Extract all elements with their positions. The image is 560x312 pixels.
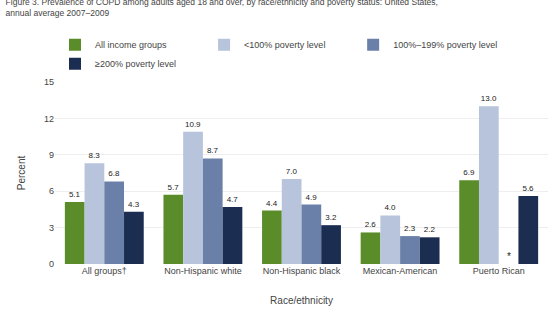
svg-text:10.9: 10.9 <box>185 120 201 129</box>
svg-text:Non-Hispanic black: Non-Hispanic black <box>263 266 341 276</box>
svg-text:5.7: 5.7 <box>167 183 179 192</box>
svg-text:9: 9 <box>49 150 54 160</box>
svg-text:Race/ethnicity: Race/ethnicity <box>270 295 333 306</box>
svg-text:8.3: 8.3 <box>89 151 101 160</box>
svg-text:Puerto Rican: Puerto Rican <box>473 266 525 276</box>
svg-text:3: 3 <box>49 223 54 233</box>
svg-text:5.1: 5.1 <box>69 190 81 199</box>
svg-text:6: 6 <box>49 186 54 196</box>
svg-text:All income groups: All income groups <box>95 40 167 50</box>
svg-text:4.9: 4.9 <box>306 193 318 202</box>
svg-text:12: 12 <box>44 114 54 124</box>
svg-text:8.7: 8.7 <box>207 146 219 155</box>
svg-text:4.3: 4.3 <box>128 200 140 209</box>
svg-text:15: 15 <box>44 77 54 87</box>
svg-text:*: * <box>507 251 511 262</box>
svg-text:7.0: 7.0 <box>286 167 298 176</box>
svg-text:2.3: 2.3 <box>404 224 416 233</box>
svg-text:2.6: 2.6 <box>365 220 377 229</box>
svg-text:Percent: Percent <box>16 156 27 191</box>
svg-text:6.9: 6.9 <box>463 168 475 177</box>
svg-text:13.0: 13.0 <box>481 94 497 103</box>
svg-text:<100% poverty level: <100% poverty level <box>244 40 325 50</box>
svg-text:Mexican-American: Mexican-American <box>363 266 438 276</box>
svg-text:Non-Hispanic white: Non-Hispanic white <box>164 266 242 276</box>
svg-text:All groups†: All groups† <box>82 266 127 276</box>
svg-text:4.0: 4.0 <box>384 203 396 212</box>
svg-text:3.2: 3.2 <box>325 213 337 222</box>
svg-text:100%–199% poverty level: 100%–199% poverty level <box>393 40 497 50</box>
svg-text:0: 0 <box>49 259 54 269</box>
svg-text:4.7: 4.7 <box>227 195 239 204</box>
svg-text:4.4: 4.4 <box>266 199 278 208</box>
svg-text:5.6: 5.6 <box>522 184 534 193</box>
svg-text:6.8: 6.8 <box>108 169 120 178</box>
svg-text:Figure 3. Prevalence of COPD a: Figure 3. Prevalence of COPD among adult… <box>6 0 438 18</box>
svg-text:2.2: 2.2 <box>424 225 436 234</box>
svg-text:≥200% poverty level: ≥200% poverty level <box>95 59 176 69</box>
